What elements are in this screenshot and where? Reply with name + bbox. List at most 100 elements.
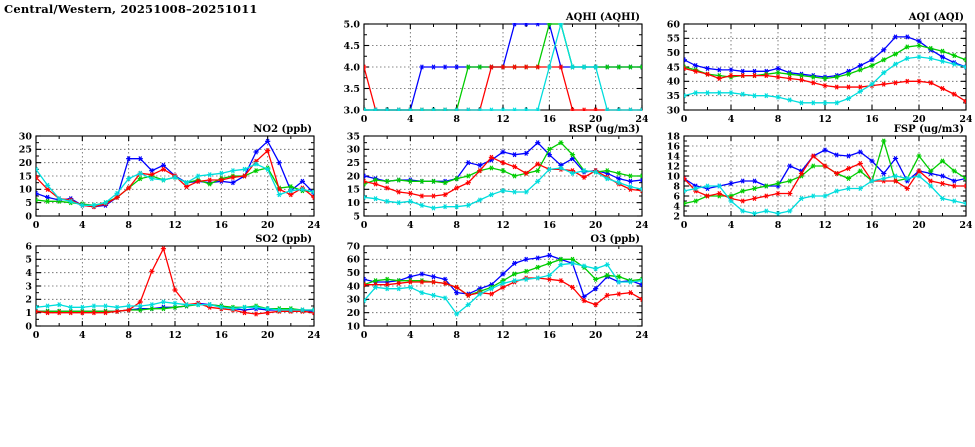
series-marker-series2	[396, 177, 401, 183]
series-marker-series4	[917, 54, 921, 60]
series-marker-series4	[115, 304, 119, 310]
chart-panel-aqi: AQI (AQI) 30 35 40 45 50 55 60 0 4 8 12 16 20 24	[650, 10, 972, 128]
series-marker-series1	[454, 290, 459, 296]
x-tick-label: 16	[543, 220, 557, 231]
series-group	[364, 23, 642, 111]
series-marker-series4	[443, 295, 447, 301]
series-marker-series4	[764, 93, 769, 99]
series-marker-series2	[628, 64, 633, 70]
series-marker-series4	[312, 190, 314, 195]
series-marker-series2	[593, 276, 598, 282]
x-tick-label: 24	[307, 330, 320, 341]
series-marker-series4	[254, 161, 258, 167]
x-tick-label: 16	[543, 114, 557, 125]
series-marker-series4	[231, 168, 235, 174]
series-marker-series3	[617, 291, 621, 297]
series-marker-series4	[582, 263, 586, 269]
series-marker-series1	[752, 178, 757, 184]
series-marker-series4	[420, 290, 424, 296]
series-marker-series1	[547, 152, 552, 158]
series-marker-series3	[799, 170, 804, 177]
series-marker-series1	[952, 178, 957, 184]
series-marker-series1	[512, 152, 517, 158]
series-marker-series3	[364, 178, 366, 183]
x-tick-label: 8	[453, 330, 460, 341]
series-marker-series4	[196, 173, 200, 179]
series-marker-series2	[905, 44, 910, 50]
series-marker-series4	[776, 94, 780, 100]
series-marker-series4	[881, 175, 886, 182]
series-marker-series4	[893, 173, 898, 179]
series-marker-series1	[478, 162, 482, 168]
x-tick-label: 0	[361, 220, 368, 231]
series-marker-series4	[811, 100, 816, 106]
chart-svg-aqi: AQI (AQI) 30 35 40 45 50 55 60 0 4 8 12 16 20 24	[667, 12, 972, 125]
series-marker-series3	[881, 81, 886, 87]
series-marker-series4	[693, 90, 698, 96]
series-marker-series4	[242, 166, 247, 172]
series-marker-series3	[834, 170, 839, 177]
series-marker-series1	[717, 67, 722, 73]
series-marker-series3	[512, 164, 517, 170]
series-marker-series4	[952, 61, 957, 67]
y-tick-label: 20	[347, 308, 361, 319]
series-marker-series2	[811, 163, 816, 169]
series-marker-series1	[364, 174, 366, 179]
series-marker-series3	[524, 170, 528, 176]
series-marker-series4	[905, 175, 910, 182]
series-marker-series3	[103, 310, 108, 316]
series-marker-series1	[524, 256, 528, 262]
y-tick-label: 6	[25, 241, 32, 252]
series-marker-series4	[373, 284, 378, 290]
series-marker-series3	[454, 284, 459, 290]
series-marker-series1	[593, 286, 598, 292]
series-marker-series1	[684, 58, 686, 63]
series-marker-series1	[431, 64, 436, 70]
series-marker-series4	[570, 260, 575, 266]
series-marker-series2	[501, 168, 505, 174]
series-marker-series4	[823, 100, 827, 106]
series-marker-series4	[207, 172, 212, 178]
series-marker-series3	[740, 198, 745, 204]
series-marker-series4	[559, 23, 563, 27]
series-marker-series3	[312, 194, 314, 199]
series-marker-series1	[881, 170, 886, 177]
series-marker-series4	[605, 176, 610, 182]
series-marker-series4	[490, 107, 494, 111]
series-marker-series3	[582, 174, 586, 180]
chart-panel-fsp: FSP (ug/m3) 2 4 6 8 10 12 14 16 18 0 4 8 12 16 20 24	[650, 122, 972, 234]
series-marker-series3	[92, 310, 96, 316]
x-tick-label: 16	[865, 220, 879, 231]
series-marker-series4	[776, 210, 780, 217]
series-marker-series3	[431, 193, 436, 199]
series-marker-series4	[964, 64, 966, 69]
series-marker-series4	[870, 178, 874, 184]
series-marker-series2	[881, 57, 886, 63]
y-tick-label: 70	[347, 241, 361, 252]
series-marker-series4	[501, 280, 505, 286]
chart-title-aqhi: AQHI (AQHI)	[565, 12, 640, 23]
series-marker-series3	[408, 279, 413, 285]
series-marker-series1	[740, 68, 745, 74]
series-marker-series3	[524, 64, 528, 70]
series-marker-series2	[640, 65, 642, 70]
series-marker-series3	[640, 298, 642, 302]
series-marker-series3	[489, 291, 494, 297]
series-marker-series2	[693, 198, 698, 204]
series-marker-series3	[207, 177, 212, 183]
series-marker-series1	[705, 65, 710, 71]
series-marker-series4	[431, 205, 436, 211]
series-marker-series4	[478, 197, 482, 203]
x-tick-label: 20	[589, 330, 603, 341]
series-marker-series3	[964, 184, 966, 189]
series-marker-series4	[629, 107, 633, 111]
series-group	[36, 138, 314, 210]
series-marker-series1	[501, 271, 505, 277]
series-marker-series3	[364, 283, 366, 288]
series-marker-series4	[207, 302, 212, 308]
series-marker-series4	[396, 286, 401, 292]
series-marker-series3	[752, 73, 757, 79]
y-tick-label: 1	[25, 308, 32, 319]
series-marker-series3	[364, 64, 366, 69]
x-tick-label: 20	[261, 220, 275, 231]
